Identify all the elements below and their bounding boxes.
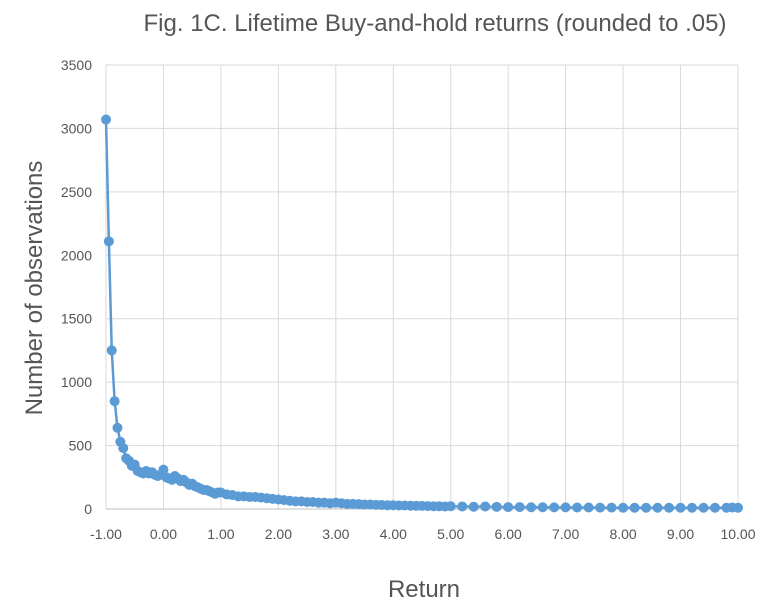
y-tick-label: 2000: [61, 247, 92, 263]
data-point: [457, 501, 468, 512]
y-tick-label: 1000: [61, 374, 92, 390]
x-tick-label: 10.00: [720, 526, 755, 542]
data-point: [641, 502, 652, 513]
series-markers: [101, 114, 743, 513]
chart-title: Fig. 1C. Lifetime Buy-and-hold returns (…: [143, 10, 727, 37]
data-point: [733, 502, 743, 513]
data-point: [664, 502, 675, 513]
data-point: [480, 501, 491, 512]
y-tick-label: 500: [69, 438, 93, 454]
data-point: [526, 502, 537, 513]
data-point: [572, 502, 583, 513]
x-tick-labels: -1.00 0.00 1.00 2.00 3.00 4.00 5.00 6.00 7.00 8.0…: [90, 526, 756, 542]
data-point: [675, 502, 686, 513]
data-point: [158, 464, 169, 475]
data-point: [106, 345, 117, 356]
y-tick-label: 3000: [61, 120, 92, 136]
y-tick-label: 1500: [61, 311, 92, 327]
data-point: [710, 502, 721, 513]
data-point: [503, 502, 514, 513]
data-point: [606, 502, 617, 513]
data-point: [698, 502, 709, 513]
data-point: [537, 502, 548, 513]
data-point: [101, 114, 111, 125]
data-point: [445, 501, 456, 512]
data-point: [560, 502, 571, 513]
y-tick-labels: 0 500 1000 1500 2000 2500 3000 3500: [61, 57, 92, 517]
x-axis-title: Return: [388, 576, 460, 603]
data-point: [687, 502, 698, 513]
x-tick-label: 7.00: [552, 526, 579, 542]
y-tick-label: 3500: [61, 57, 92, 73]
x-tick-label: 6.00: [495, 526, 522, 542]
data-point: [109, 396, 120, 407]
data-point: [514, 502, 525, 513]
data-point: [549, 502, 560, 513]
x-tick-label: 9.00: [667, 526, 694, 542]
data-point: [618, 502, 629, 513]
data-point: [491, 501, 502, 512]
y-axis-title: Number of observations: [21, 161, 48, 416]
y-tick-label: 0: [84, 501, 92, 517]
series-line: [104, 119, 739, 509]
y-tick-label: 2500: [61, 184, 92, 200]
series-line-group: [104, 119, 739, 509]
x-tick-label: -1.00: [90, 526, 122, 542]
data-point: [652, 502, 663, 513]
x-tick-label: 5.00: [437, 526, 464, 542]
x-tick-label: 2.00: [265, 526, 292, 542]
data-point: [629, 502, 640, 513]
x-tick-label: 1.00: [207, 526, 234, 542]
data-point: [595, 502, 606, 513]
x-tick-label: 8.00: [609, 526, 636, 542]
data-point: [103, 236, 114, 247]
x-tick-label: 0.00: [150, 526, 177, 542]
gridlines: [106, 64, 739, 509]
data-point: [583, 502, 594, 513]
data-point: [118, 443, 129, 454]
x-tick-label: 4.00: [380, 526, 407, 542]
data-point: [468, 501, 479, 512]
x-tick-label: 3.00: [322, 526, 349, 542]
axes: [105, 65, 738, 510]
data-point: [112, 422, 123, 433]
